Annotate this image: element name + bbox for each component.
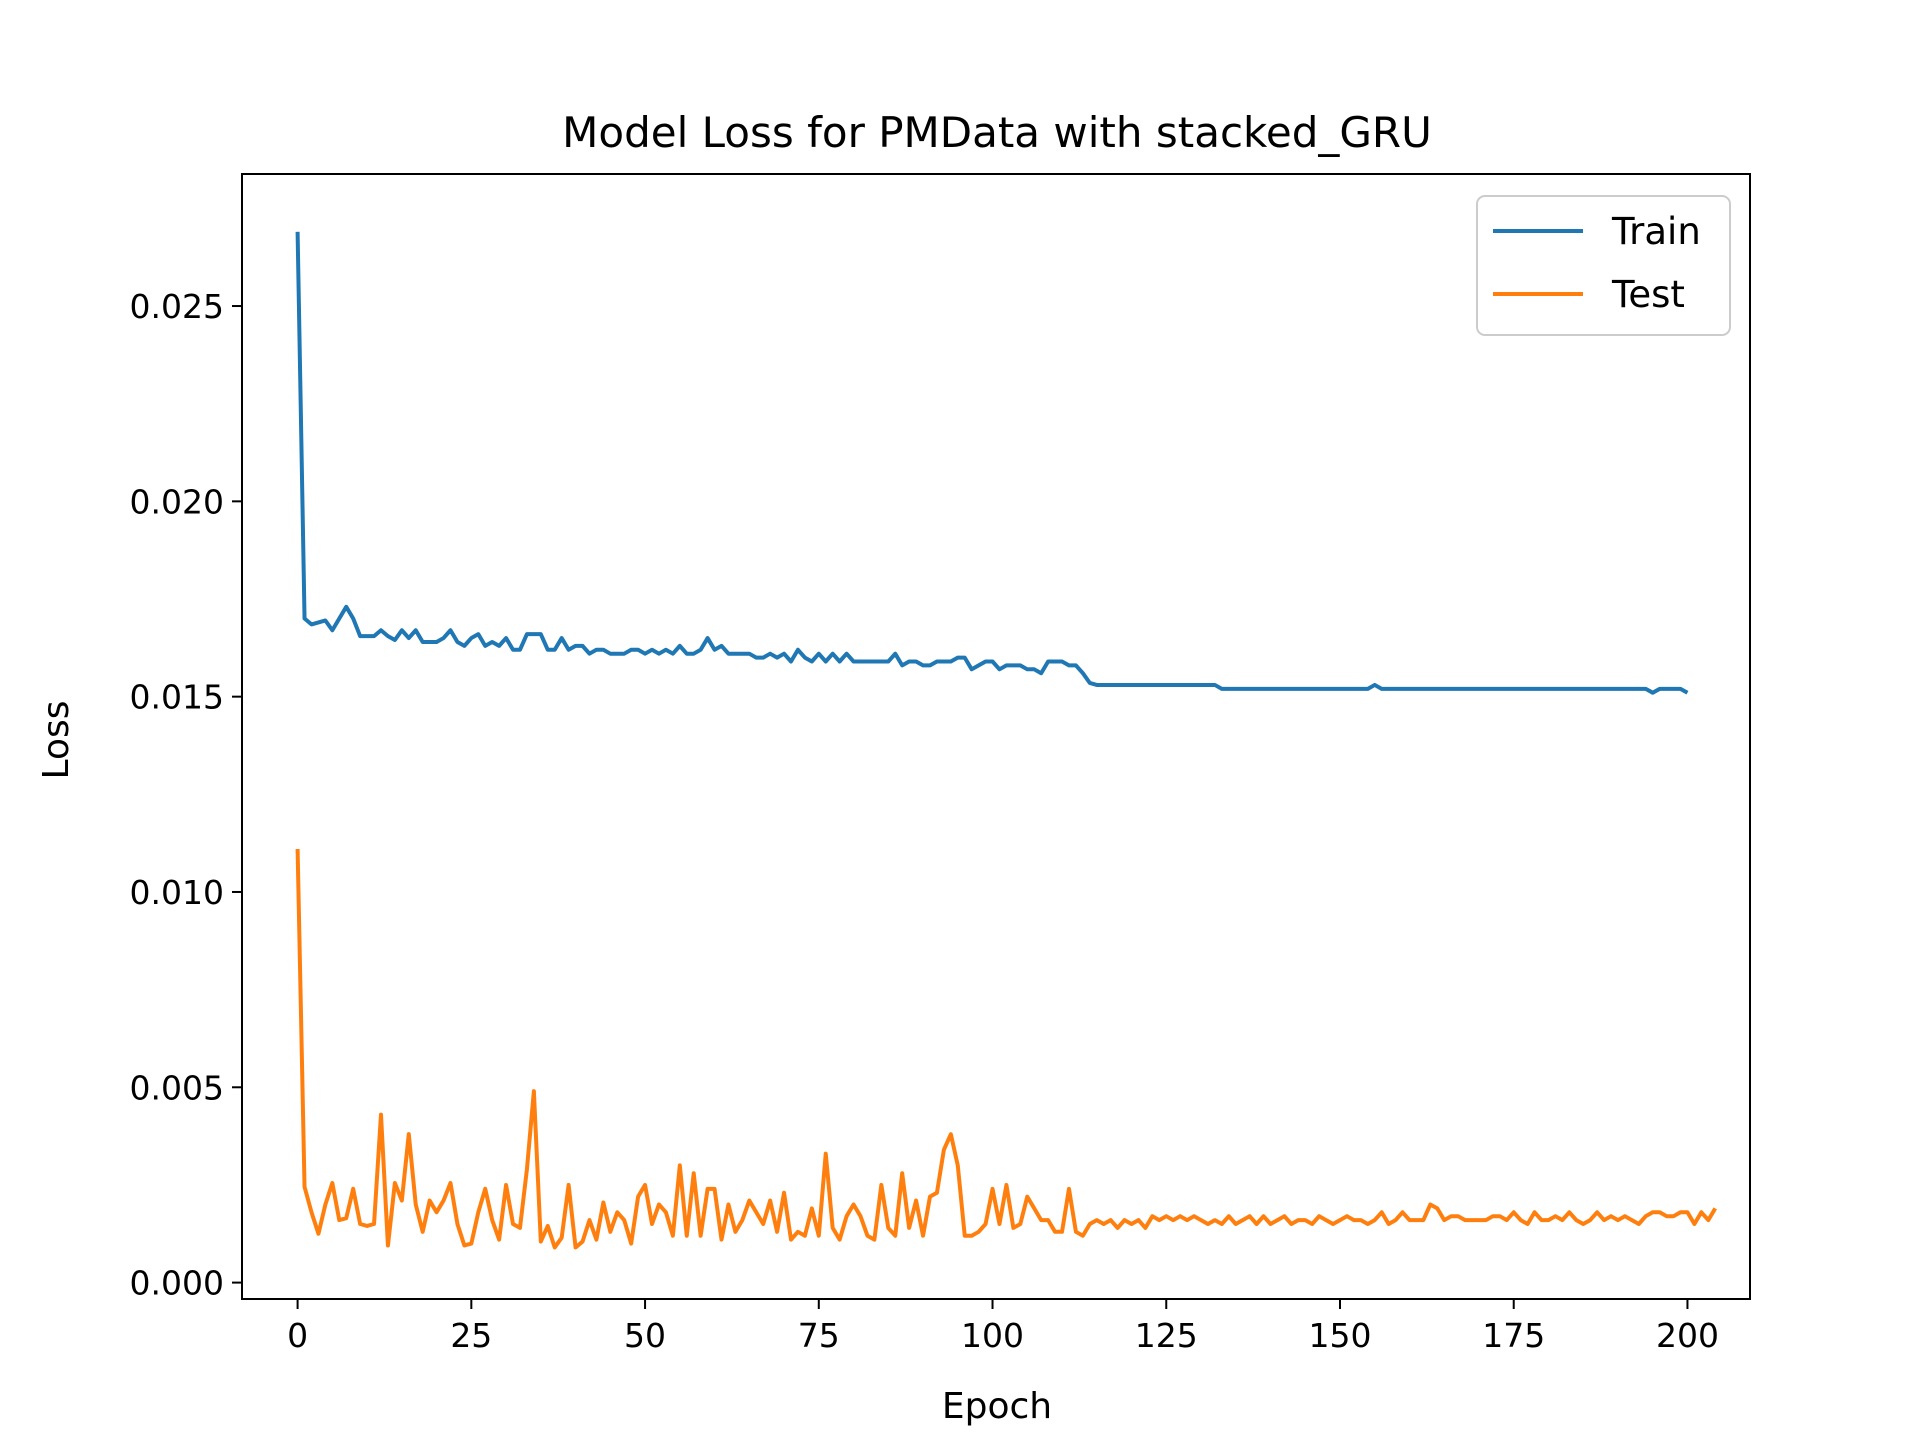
series-line-test — [295, 848, 1717, 1250]
x-tick-label: 200 — [1656, 1316, 1719, 1355]
axes-frame — [241, 173, 1751, 1300]
legend: Train Test — [1476, 195, 1731, 336]
y-tick-label: 0.020 — [130, 482, 224, 521]
y-tick-label: 0.025 — [130, 287, 224, 326]
series-line-train — [295, 231, 1689, 695]
series-layer — [295, 231, 1717, 1250]
plot-area: 0 25 50 75 100 125 150 175 200 0.0000.0050.0100.… — [130, 173, 1751, 1355]
x-tick-label: 25 — [450, 1316, 492, 1355]
legend-label-test: Test — [1611, 273, 1685, 316]
legend-label-train: Train — [1611, 210, 1701, 253]
x-tick-label: 125 — [1135, 1316, 1198, 1355]
y-tick-label: 0.005 — [130, 1068, 224, 1107]
chart-title: Model Loss for PMData with stacked_GRU — [562, 108, 1432, 157]
x-tick-label: 0 — [287, 1316, 308, 1355]
x-axis-label: Epoch — [942, 1386, 1052, 1427]
x-tick-label: 150 — [1308, 1316, 1371, 1355]
y-tick-label: 0.015 — [130, 678, 224, 717]
x-tick-label: 50 — [624, 1316, 666, 1355]
x-axis-ticks: 0 25 50 75 100 125 150 175 200 — [287, 1299, 1719, 1355]
y-tick-label: 0.000 — [130, 1264, 224, 1303]
x-tick-label: 100 — [961, 1316, 1024, 1355]
y-tick-label: 0.010 — [130, 873, 224, 912]
y-axis-label: Loss — [36, 701, 77, 780]
x-tick-label: 175 — [1482, 1316, 1545, 1355]
y-axis-ticks: 0.000 0.005 0.010 0.015 0.020 0.025 — [130, 287, 242, 1303]
x-tick-label: 75 — [798, 1316, 840, 1355]
